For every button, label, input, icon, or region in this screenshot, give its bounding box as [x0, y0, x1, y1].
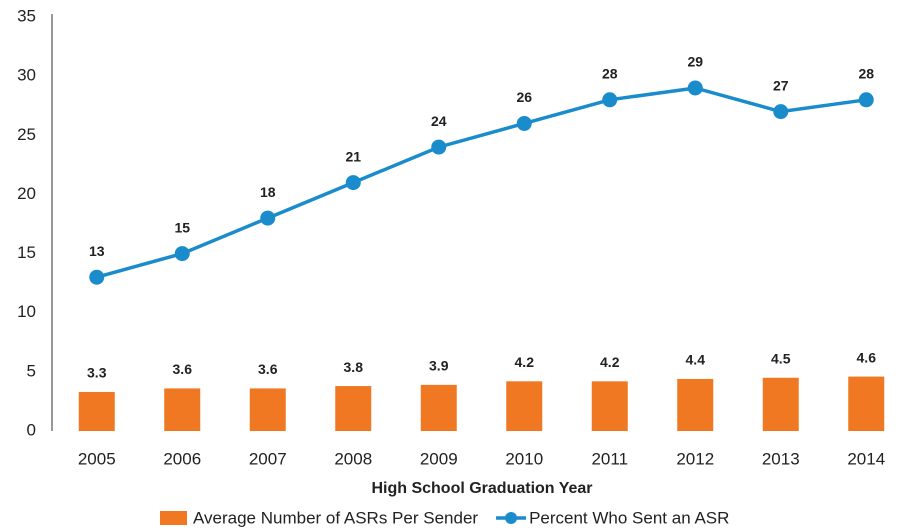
x-tick-label: 2010 — [505, 449, 543, 468]
bar — [164, 388, 201, 431]
bar — [78, 391, 115, 431]
bar-value-label: 4.2 — [515, 354, 535, 370]
line-value-label: 28 — [602, 66, 618, 82]
x-tick-label: 2013 — [762, 449, 800, 468]
line-value-label: 27 — [773, 77, 789, 93]
legend-label: Percent Who Sent an ASR — [529, 508, 729, 527]
line-marker — [431, 139, 447, 155]
bar-value-label: 3.6 — [258, 361, 278, 377]
x-tick-label: 2009 — [420, 449, 458, 468]
line-value-label: 15 — [174, 219, 190, 235]
bar-value-label: 4.5 — [771, 350, 791, 366]
y-tick-label: 15 — [17, 243, 36, 262]
x-axis-title: High School Graduation Year — [371, 480, 592, 497]
y-tick-label: 25 — [17, 125, 36, 144]
line-marker — [516, 115, 532, 131]
y-tick-label: 20 — [17, 184, 36, 203]
line-marker — [260, 210, 276, 226]
line-value-label: 26 — [516, 89, 532, 105]
x-tick-label: 2007 — [249, 449, 287, 468]
bar — [335, 386, 372, 431]
y-tick-label: 5 — [27, 361, 36, 380]
x-tick-label: 2011 — [591, 449, 628, 468]
line-marker — [345, 175, 361, 191]
line-marker — [89, 269, 105, 285]
line-value-label: 13 — [89, 243, 105, 259]
line-marker — [773, 104, 789, 120]
line-value-label: 24 — [431, 113, 447, 129]
bar-value-label: 3.9 — [429, 358, 449, 374]
bar-value-label: 4.2 — [600, 354, 620, 370]
line — [96, 86, 867, 279]
y-tick-label: 30 — [17, 66, 36, 85]
bar — [506, 381, 543, 431]
bar-value-label: 3.6 — [173, 361, 193, 377]
line-marker — [687, 80, 703, 96]
bar — [848, 376, 885, 431]
bar-value-label: 3.3 — [87, 365, 107, 381]
bar — [591, 381, 628, 431]
legend-swatch — [160, 511, 187, 525]
x-tick-label: 2005 — [78, 449, 116, 468]
bar — [762, 377, 799, 431]
legend-swatch — [505, 512, 518, 524]
line-value-label: 21 — [345, 148, 361, 164]
x-tick-label: 2006 — [163, 449, 201, 468]
line-marker — [602, 92, 618, 108]
line-value-label: 29 — [687, 54, 703, 70]
y-tick-label: 0 — [27, 420, 36, 439]
line-value-label: 28 — [858, 66, 874, 82]
line-value-label: 18 — [260, 184, 276, 200]
y-tick-label: 35 — [17, 6, 36, 25]
bar-value-label: 3.8 — [344, 359, 364, 375]
x-tick-label: 2012 — [676, 449, 714, 468]
legend-label: Average Number of ASRs Per Sender — [193, 508, 478, 527]
bar — [249, 388, 286, 431]
line-marker — [858, 92, 874, 108]
y-tick-label: 10 — [17, 302, 36, 321]
bar — [677, 378, 714, 431]
line-marker — [174, 246, 190, 262]
x-tick-label: 2008 — [334, 449, 372, 468]
bar — [420, 384, 457, 431]
bar-value-label: 4.4 — [686, 352, 706, 368]
bar-value-label: 4.6 — [857, 349, 877, 365]
x-tick-label: 2014 — [847, 449, 885, 468]
